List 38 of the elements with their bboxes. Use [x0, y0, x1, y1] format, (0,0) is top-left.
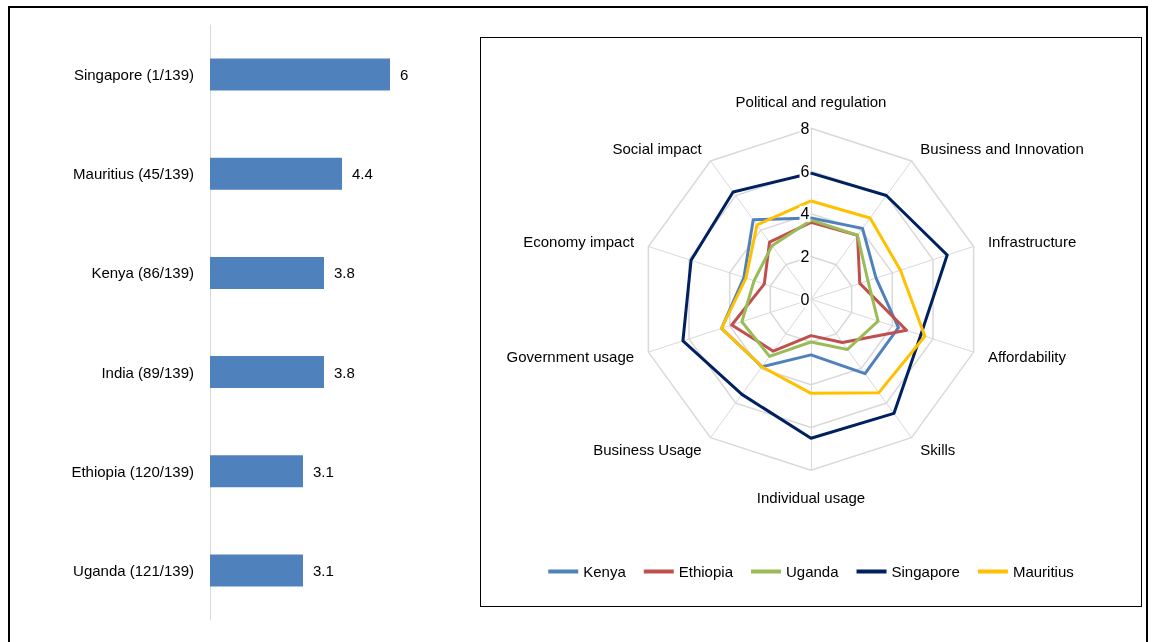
spoke-label: Economy impact: [523, 233, 635, 251]
y-tick-label: 6: [800, 162, 810, 180]
data-label: 3.1: [313, 561, 334, 579]
y-tick-label: 8: [800, 119, 810, 137]
bar: [210, 455, 303, 488]
legend-label: Ethiopia: [678, 563, 734, 580]
data-label: 3.8: [334, 363, 355, 381]
spoke-label: Business and Innovation: [920, 140, 1084, 158]
data-label: 4.4: [352, 165, 373, 183]
y-tick-label: Kenya (86/139): [91, 264, 194, 282]
y-tick-label: 2: [800, 248, 810, 266]
spoke-label: Affordability: [987, 348, 1067, 366]
y-tick-label: 0: [800, 290, 810, 308]
legend-label: Uganda: [785, 563, 840, 580]
spoke-label: Business Usage: [593, 441, 702, 459]
y-tick-label: Singapore (1/139): [73, 66, 194, 84]
data-label: 6: [400, 66, 409, 84]
spoke-label: Political and regulation: [735, 92, 887, 110]
bar: [210, 157, 342, 190]
bar: [210, 356, 324, 389]
data-label: 3.8: [334, 264, 355, 282]
spoke-label: Individual usage: [756, 488, 866, 506]
y-tick-label: India (89/139): [101, 363, 194, 381]
spoke-label: Social impact: [612, 140, 703, 158]
y-tick-label: Ethiopia (120/139): [71, 462, 194, 480]
y-tick-label: 4: [800, 205, 810, 223]
legend-label: Mauritius: [1012, 563, 1074, 580]
data-label: 3.1: [313, 462, 334, 480]
y-tick-label: Mauritius (45/139): [73, 165, 194, 183]
y-tick-label: Uganda (121/139): [73, 561, 194, 579]
bar: [210, 256, 324, 289]
bar: [210, 554, 303, 587]
spoke-label: Government usage: [506, 348, 635, 366]
legend-label: Kenya: [583, 563, 627, 580]
spoke-label: Skills: [920, 441, 956, 459]
bar: [210, 58, 390, 91]
legend-label: Singapore: [891, 563, 960, 580]
spoke-label: Infrastructure: [987, 233, 1077, 251]
